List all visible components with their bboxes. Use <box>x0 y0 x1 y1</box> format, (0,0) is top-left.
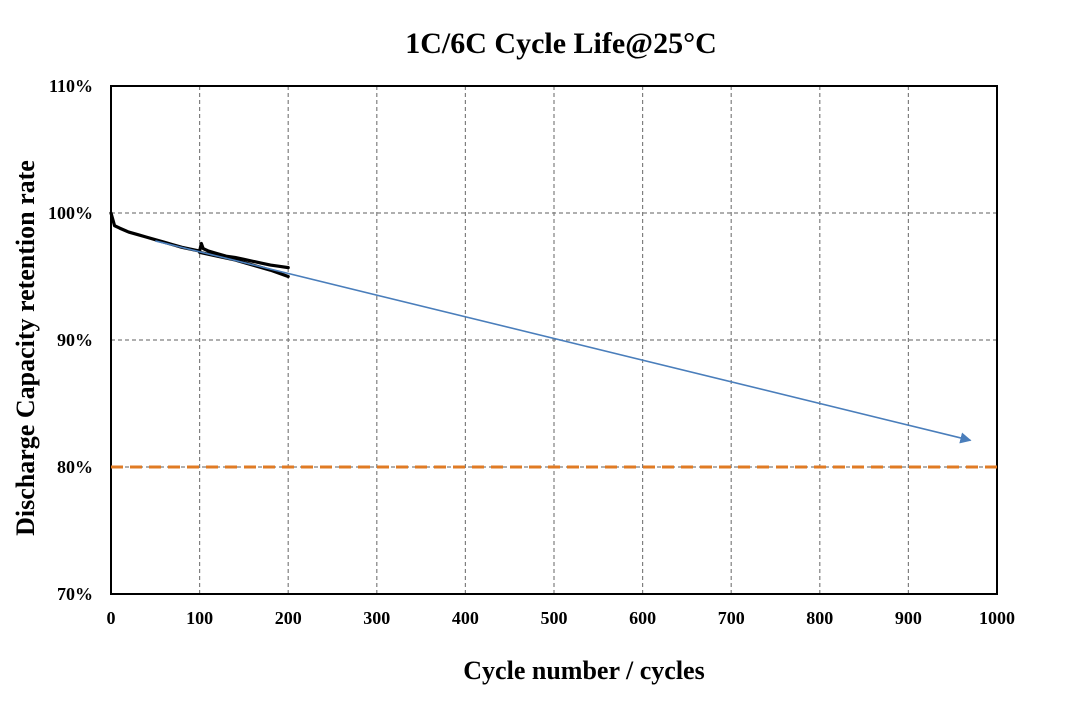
x-tick-label: 100 <box>186 608 213 628</box>
y-tick-label: 80% <box>57 457 93 477</box>
chart-title: 1C/6C Cycle Life@25°C <box>405 27 717 60</box>
x-tick-label: 800 <box>806 608 833 628</box>
y-tick-label: 70% <box>57 584 93 604</box>
trend-projection-arrow <box>155 240 972 444</box>
series-layer <box>109 211 997 469</box>
plot-area-frame <box>110 85 998 595</box>
x-tick-labels: 0 100 200 300 400 500 600 700 800 900 1000 <box>107 608 1016 628</box>
x-tick-label: 300 <box>363 608 390 628</box>
grid <box>111 86 997 594</box>
x-tick-label: 900 <box>895 608 922 628</box>
x-axis-label: Cycle number / cycles <box>463 656 704 685</box>
x-tick-label: 1000 <box>979 608 1015 628</box>
y-tick-label: 100% <box>48 203 93 223</box>
x-tick-label: 500 <box>541 608 568 628</box>
x-tick-label: 400 <box>452 608 479 628</box>
y-tick-labels: 70% 80% 90% 100% 110% <box>48 76 93 604</box>
x-tick-label: 600 <box>629 608 656 628</box>
x-tick-label: 200 <box>275 608 302 628</box>
y-axis-label: Discharge Capacity retention rate <box>11 160 40 536</box>
y-tick-label: 90% <box>57 330 93 350</box>
x-tick-label: 0 <box>107 608 116 628</box>
y-tick-label: 110% <box>49 76 93 96</box>
x-tick-label: 700 <box>718 608 745 628</box>
